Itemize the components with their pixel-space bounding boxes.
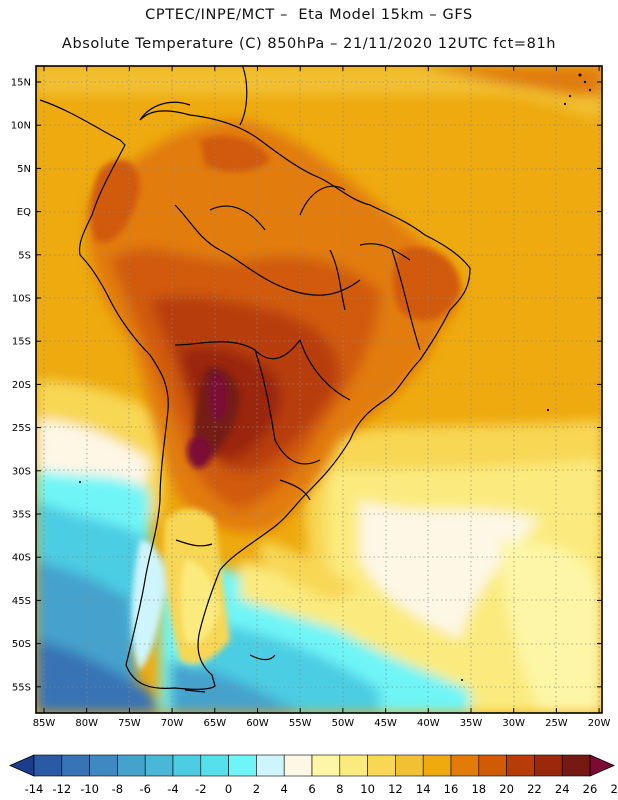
colorbar-min-arrow xyxy=(9,754,35,777)
colorbar-swatch xyxy=(256,754,285,777)
lat-label: 10S xyxy=(12,294,31,305)
colorbar-swatch xyxy=(311,754,341,777)
lon-label: 50W xyxy=(332,718,355,729)
lat-label: 40S xyxy=(12,553,31,564)
lon-label: 35W xyxy=(460,718,483,729)
colorbar-swatch xyxy=(200,754,229,777)
lat-label: 5N xyxy=(17,164,31,175)
map-frame xyxy=(35,65,603,714)
colorbar-swatch xyxy=(339,754,368,777)
colorbar-swatch xyxy=(561,754,591,777)
latitude-labels: 15N 10N 5N EQ 5S 10S 15S 20S 25S 30S 35S 40S 45S 50S 5… xyxy=(11,78,602,693)
lon-label: 80W xyxy=(75,718,98,729)
colorbar-label: 8 xyxy=(336,782,343,796)
lat-label: EQ xyxy=(17,207,31,218)
title-line-1: CPTEC/INPE/MCT – Eta Model 15km – GFS xyxy=(145,7,473,23)
colorbar-label: -8 xyxy=(112,782,123,796)
lat-label: 50S xyxy=(12,639,31,650)
colorbar-label: 28 xyxy=(610,782,618,796)
lat-label: 20S xyxy=(12,380,31,391)
colorbar-label: -2 xyxy=(195,782,206,796)
colorbar-max-arrow xyxy=(589,754,615,777)
lon-label: 55W xyxy=(289,718,312,729)
colorbar-swatch xyxy=(478,754,507,777)
colorbar-label: -12 xyxy=(52,782,71,796)
title-line-2: Absolute Temperature (C) 850hPa – 21/11/… xyxy=(61,36,557,52)
colorbar-swatch xyxy=(61,754,90,777)
lat-label: 15S xyxy=(12,337,31,348)
colorbar-label: 12 xyxy=(388,782,403,796)
lon-label: 40W xyxy=(417,718,440,729)
colorbar-swatch xyxy=(534,754,563,777)
color-scale-bar: -14 -12 -10 -8 -6 -4 -2 0 2 4 6 8 10 12 14 16 18 20 22 24 26… xyxy=(9,754,618,796)
lon-label: 60W xyxy=(246,718,269,729)
colorbar-label: -4 xyxy=(167,782,178,796)
lon-label: 85W xyxy=(33,718,56,729)
colorbar-label: 6 xyxy=(308,782,315,796)
lat-label: 45S xyxy=(12,596,31,607)
colorbar-label: -10 xyxy=(80,782,99,796)
lat-label: 55S xyxy=(12,682,31,693)
colorbar-swatch xyxy=(228,754,257,777)
colorbar-swatch xyxy=(172,754,202,777)
islands xyxy=(79,73,592,681)
colorbar-label: 14 xyxy=(416,782,431,796)
colorbar-label: 10 xyxy=(360,782,375,796)
longitude-labels: 85W 80W 75W 70W 65W 60W 55W 50W 45W 40W 35W 30W 25W 2… xyxy=(33,66,611,729)
lon-label: 30W xyxy=(502,718,525,729)
colorbar-swatch xyxy=(283,754,313,777)
lat-label: 35S xyxy=(12,510,31,521)
colorbar-swatch xyxy=(33,754,63,777)
lat-label: 30S xyxy=(12,466,31,477)
lon-label: 25W xyxy=(545,718,568,729)
coastlines xyxy=(39,66,471,693)
lon-label: 45W xyxy=(374,718,397,729)
colorbar-label: 18 xyxy=(471,782,486,796)
colorbar-swatch xyxy=(144,754,174,777)
colorbar-label: 4 xyxy=(281,782,288,796)
colorbar-label: 20 xyxy=(499,782,514,796)
colorbar-label: 26 xyxy=(583,782,598,796)
lat-label: 5S xyxy=(18,250,31,261)
colorbar-label: 16 xyxy=(444,782,459,796)
colorbar-swatch xyxy=(422,754,452,777)
lon-label: 70W xyxy=(161,718,184,729)
colorbar-label: 2 xyxy=(253,782,260,796)
lon-label: 20W xyxy=(588,718,611,729)
lon-label: 75W xyxy=(118,718,141,729)
colorbar-swatch xyxy=(367,754,396,777)
temperature-field xyxy=(36,66,602,713)
colorbar-label: 22 xyxy=(527,782,542,796)
lon-label: 65W xyxy=(203,718,226,729)
colorbar-swatch xyxy=(89,754,118,777)
colorbar-swatch xyxy=(395,754,424,777)
colorbar-swatch xyxy=(450,754,480,777)
lat-label: 15N xyxy=(11,78,31,89)
colorbar-label: 24 xyxy=(555,782,570,796)
colorbar-label: 0 xyxy=(225,782,232,796)
colorbar-swatch xyxy=(117,754,146,777)
lat-label: 10N xyxy=(11,121,31,132)
colorbar-label: -6 xyxy=(139,782,150,796)
colorbar-label: -14 xyxy=(25,782,44,796)
lat-label: 25S xyxy=(12,423,31,434)
colorbar-swatch xyxy=(506,754,535,777)
